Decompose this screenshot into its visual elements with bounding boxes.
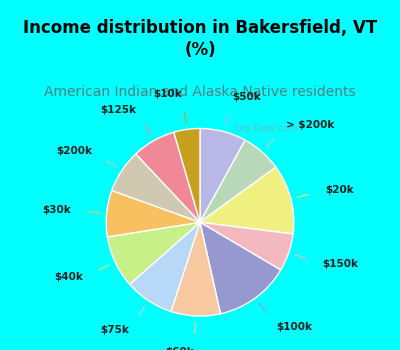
Wedge shape xyxy=(112,154,200,222)
Wedge shape xyxy=(174,128,200,222)
Wedge shape xyxy=(107,222,200,284)
Text: $10k: $10k xyxy=(153,89,182,99)
Text: > $200k: > $200k xyxy=(286,120,334,130)
Text: $200k: $200k xyxy=(56,146,92,156)
Wedge shape xyxy=(200,140,276,222)
Text: $60k: $60k xyxy=(165,346,194,350)
Text: American Indian and Alaska Native residents: American Indian and Alaska Native reside… xyxy=(44,85,356,99)
Text: $150k: $150k xyxy=(322,259,358,269)
Text: Income distribution in Bakersfield, VT
(%): Income distribution in Bakersfield, VT (… xyxy=(23,19,377,59)
Text: $125k: $125k xyxy=(100,105,136,115)
Wedge shape xyxy=(171,222,220,316)
Text: $20k: $20k xyxy=(325,185,354,195)
Wedge shape xyxy=(200,222,281,314)
Wedge shape xyxy=(136,132,200,222)
Text: $50k: $50k xyxy=(232,92,261,102)
Text: $100k: $100k xyxy=(276,322,312,332)
Wedge shape xyxy=(200,167,294,234)
Text: $75k: $75k xyxy=(100,326,129,335)
Text: $30k: $30k xyxy=(42,205,71,215)
Wedge shape xyxy=(106,190,200,237)
Wedge shape xyxy=(130,222,200,312)
Text: City-Data.com: City-Data.com xyxy=(233,124,298,133)
Wedge shape xyxy=(200,128,245,222)
Text: $40k: $40k xyxy=(54,272,83,282)
Wedge shape xyxy=(200,222,293,270)
